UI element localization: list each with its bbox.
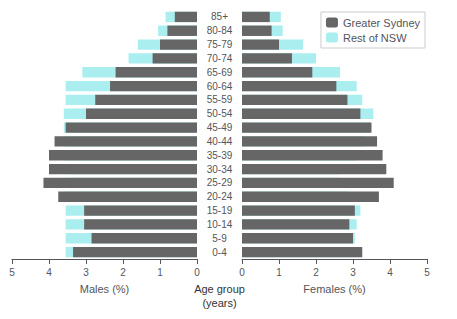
svg-text:1: 1	[157, 267, 163, 278]
svg-text:80-84: 80-84	[207, 25, 233, 36]
svg-text:65-69: 65-69	[207, 67, 233, 78]
svg-text:85+: 85+	[211, 11, 228, 22]
svg-text:3: 3	[350, 267, 356, 278]
svg-text:0-4: 0-4	[212, 247, 227, 258]
svg-text:0: 0	[194, 267, 200, 278]
svg-text:60-64: 60-64	[207, 81, 233, 92]
svg-text:(years): (years)	[202, 297, 236, 309]
svg-text:4: 4	[387, 267, 393, 278]
svg-text:Females (%): Females (%)	[303, 283, 365, 295]
svg-text:5: 5	[424, 267, 430, 278]
svg-text:1: 1	[276, 267, 282, 278]
svg-text:2: 2	[120, 267, 126, 278]
svg-text:30-34: 30-34	[207, 164, 233, 175]
svg-text:75-79: 75-79	[207, 39, 233, 50]
svg-text:5: 5	[9, 267, 15, 278]
svg-text:Males (%): Males (%)	[80, 283, 130, 295]
svg-text:55-59: 55-59	[207, 94, 233, 105]
svg-text:2: 2	[313, 267, 319, 278]
svg-text:25-29: 25-29	[207, 177, 233, 188]
svg-text:Rest of NSW: Rest of NSW	[343, 32, 407, 44]
svg-text:35-39: 35-39	[207, 150, 233, 161]
svg-text:45-49: 45-49	[207, 122, 233, 133]
svg-text:70-74: 70-74	[207, 53, 233, 64]
svg-text:50-54: 50-54	[207, 108, 233, 119]
svg-text:Age group: Age group	[194, 283, 245, 295]
svg-text:20-24: 20-24	[207, 191, 233, 202]
svg-text:Greater Sydney: Greater Sydney	[343, 17, 421, 29]
svg-text:15-19: 15-19	[207, 205, 233, 216]
svg-text:40-44: 40-44	[207, 136, 233, 147]
svg-text:10-14: 10-14	[207, 219, 233, 230]
svg-text:5-9: 5-9	[212, 233, 227, 244]
svg-text:3: 3	[83, 267, 89, 278]
svg-text:4: 4	[46, 267, 52, 278]
svg-text:0: 0	[239, 267, 245, 278]
